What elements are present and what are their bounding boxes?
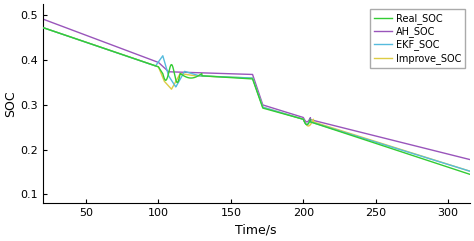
X-axis label: Time/s: Time/s xyxy=(236,224,277,237)
EKF_SOC xyxy=(412,153,418,156)
EKF_SOC xyxy=(89,43,94,46)
EKF_SOC xyxy=(114,51,119,54)
EKF_SOC xyxy=(458,167,464,170)
Improve_SOC xyxy=(40,26,46,29)
Line: EKF_SOC: EKF_SOC xyxy=(43,27,470,171)
AH_SOC xyxy=(114,45,119,48)
EKF_SOC xyxy=(40,26,46,29)
Real_SOC xyxy=(222,76,228,79)
Real_SOC xyxy=(203,75,209,78)
Y-axis label: SOC: SOC xyxy=(4,90,17,117)
Line: AH_SOC: AH_SOC xyxy=(43,19,470,160)
EKF_SOC xyxy=(467,170,473,173)
Improve_SOC xyxy=(412,153,418,155)
Real_SOC xyxy=(467,173,473,176)
AH_SOC xyxy=(458,156,464,159)
EKF_SOC xyxy=(203,75,209,78)
AH_SOC xyxy=(467,158,473,161)
Real_SOC xyxy=(412,155,418,158)
Improve_SOC xyxy=(89,43,94,46)
AH_SOC xyxy=(412,144,418,147)
Real_SOC xyxy=(458,170,464,173)
AH_SOC xyxy=(89,36,94,39)
Improve_SOC xyxy=(114,51,119,54)
Improve_SOC xyxy=(222,75,228,78)
Real_SOC xyxy=(40,26,46,29)
Real_SOC xyxy=(114,51,119,54)
Improve_SOC xyxy=(203,75,209,78)
Improve_SOC xyxy=(458,167,464,170)
AH_SOC xyxy=(222,72,228,75)
AH_SOC xyxy=(203,72,209,74)
AH_SOC xyxy=(40,18,46,20)
Improve_SOC xyxy=(467,170,473,173)
Line: Real_SOC: Real_SOC xyxy=(43,27,470,174)
Legend: Real_SOC, AH_SOC, EKF_SOC, Improve_SOC: Real_SOC, AH_SOC, EKF_SOC, Improve_SOC xyxy=(370,9,465,68)
Real_SOC xyxy=(89,43,94,46)
Line: Improve_SOC: Improve_SOC xyxy=(43,27,470,171)
EKF_SOC xyxy=(222,75,228,78)
